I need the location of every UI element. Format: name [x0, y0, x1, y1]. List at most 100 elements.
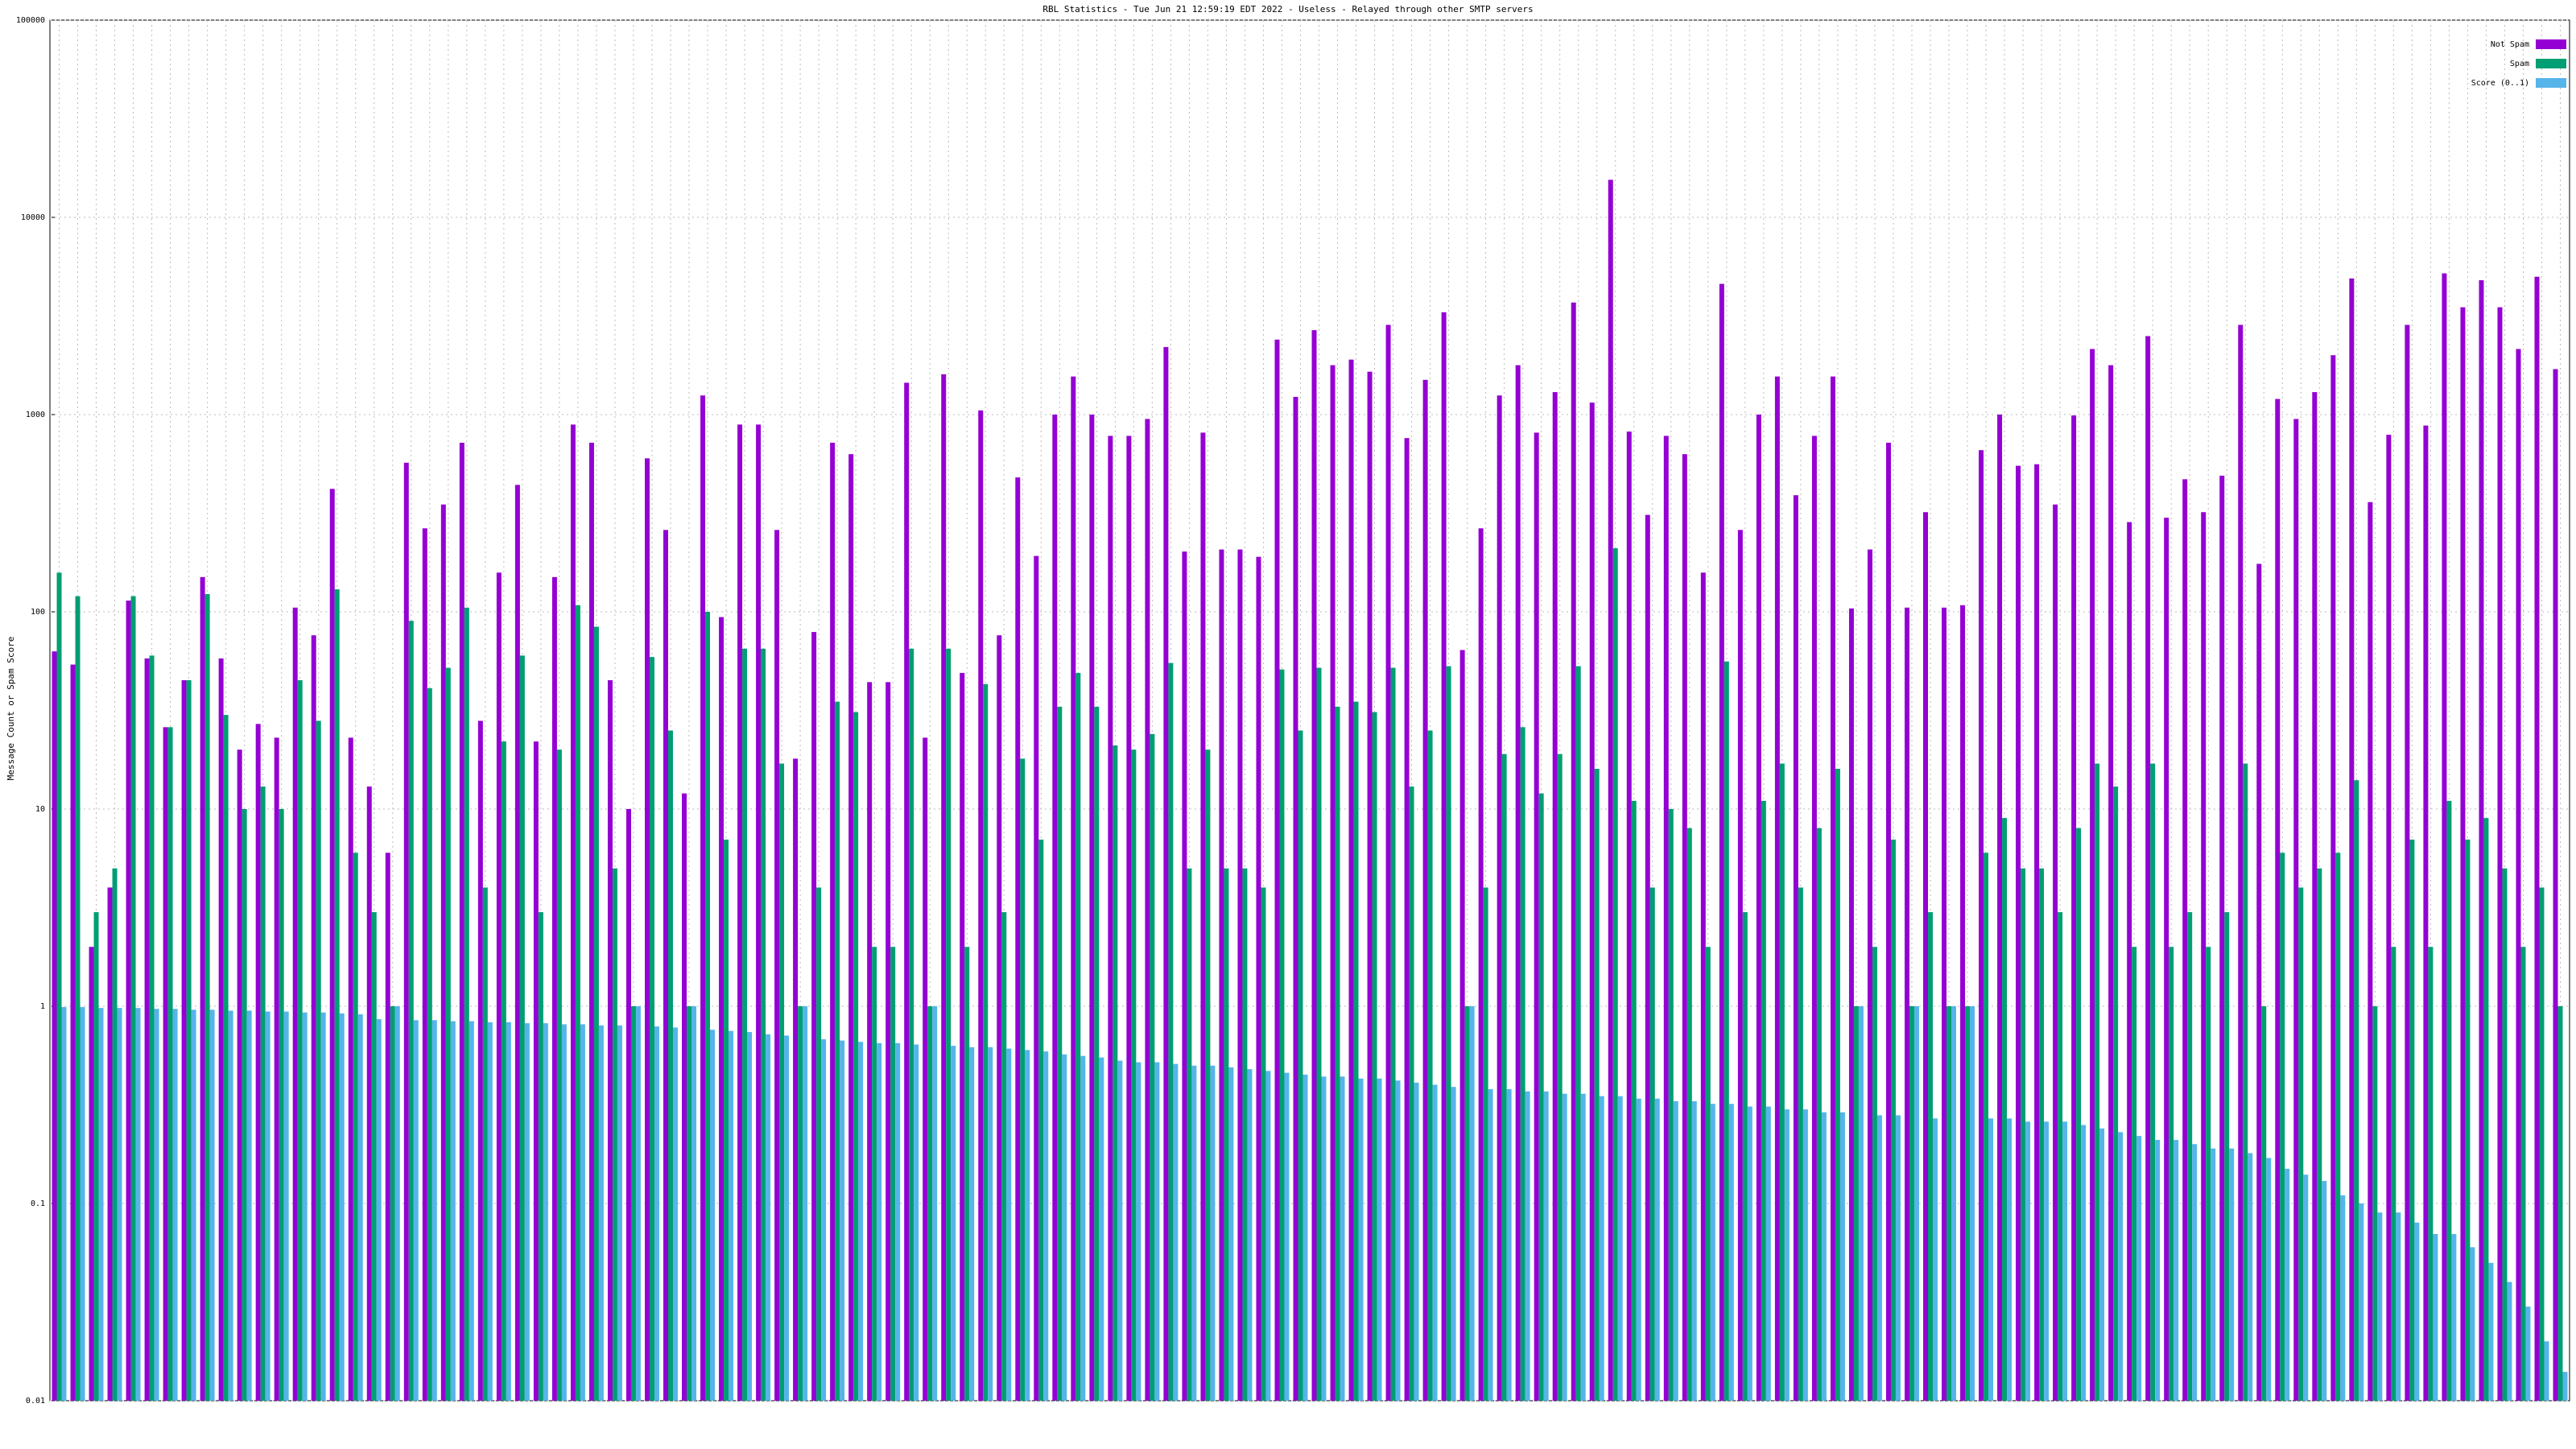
bar: [431, 1020, 437, 1401]
bar: [2256, 564, 2262, 1401]
bar: [1636, 1098, 1641, 1401]
bar: [440, 504, 446, 1401]
bar: [687, 1006, 691, 1401]
y-tick-label: 10: [35, 805, 45, 814]
bar: [858, 1042, 864, 1401]
bar: [1311, 330, 1317, 1402]
bar: [2460, 307, 2466, 1401]
bar: [1728, 1104, 1734, 1401]
bar: [1298, 730, 1303, 1401]
bar: [154, 1009, 159, 1401]
bar: [329, 489, 335, 1401]
bar: [654, 1026, 659, 1401]
bar: [1432, 1084, 1438, 1401]
bar: [1506, 1088, 1512, 1401]
plot-frame: [49, 19, 2570, 1402]
bar: [1191, 1065, 1197, 1401]
bar: [2349, 278, 2355, 1401]
bar: [1427, 730, 1433, 1401]
bar: [2372, 1006, 2378, 1401]
bar: [2145, 336, 2151, 1402]
bar: [1965, 1006, 1971, 1401]
bar: [477, 720, 483, 1401]
bar: [630, 1006, 636, 1401]
bar: [2182, 479, 2188, 1402]
bar: [969, 1046, 975, 1401]
bar: [2534, 276, 2540, 1402]
bar: [556, 749, 562, 1401]
bar: [747, 1032, 753, 1401]
bar: [2261, 1006, 2267, 1401]
bar: [729, 1030, 734, 1401]
bar: [1774, 376, 1780, 1402]
bar: [1459, 650, 1465, 1401]
bar: [1025, 1050, 1030, 1401]
bar: [997, 635, 1002, 1401]
bar: [2243, 763, 2248, 1401]
bar: [2155, 1140, 2161, 1401]
bar: [1113, 745, 1118, 1401]
bar: [960, 672, 965, 1401]
bar: [1599, 1096, 1604, 1401]
bar: [2058, 912, 2063, 1401]
bar: [1719, 283, 1724, 1402]
bar: [1928, 912, 1933, 1401]
bar: [1890, 839, 1896, 1401]
bar: [2451, 1233, 2457, 1401]
bar: [2317, 868, 2322, 1401]
bar: [1131, 749, 1137, 1401]
bar: [1821, 1112, 1827, 1401]
bar: [255, 724, 261, 1401]
bar: [1330, 365, 1335, 1401]
bar: [1006, 1048, 1012, 1401]
bar: [2557, 1006, 2563, 1401]
bar: [1501, 753, 1507, 1401]
bar: [2187, 912, 2193, 1401]
bar: [1747, 1106, 1752, 1401]
bar: [593, 626, 599, 1401]
bar: [2113, 786, 2119, 1401]
bar: [1062, 1054, 1067, 1401]
bar: [1951, 1006, 1956, 1401]
bar: [311, 635, 316, 1401]
bar: [1099, 1057, 1104, 1401]
bar: [1626, 431, 1632, 1401]
bar: [2127, 522, 2132, 1401]
bar: [464, 607, 469, 1401]
bar: [1057, 706, 1063, 1401]
bar: [1284, 1072, 1290, 1401]
bar: [1219, 549, 1224, 1401]
bar: [1080, 1055, 1086, 1401]
bar: [2428, 947, 2434, 1401]
bar: [1228, 1067, 1234, 1401]
bar: [1571, 302, 1576, 1402]
bar: [163, 727, 168, 1401]
bar: [2433, 1233, 2438, 1401]
bar: [390, 1006, 395, 1401]
bar: [2497, 307, 2503, 1401]
bar: [1182, 551, 1187, 1401]
bar: [117, 1008, 122, 1401]
bar: [1279, 669, 1285, 1401]
bar: [1265, 1071, 1271, 1401]
bar: [951, 1046, 956, 1401]
bar: [724, 839, 729, 1401]
bar: [890, 947, 896, 1401]
bar: [1534, 432, 1539, 1401]
bar: [112, 868, 118, 1401]
bar: [135, 1008, 141, 1401]
bar: [1210, 1065, 1216, 1401]
bar: [1848, 608, 1854, 1401]
bar: [1617, 1096, 1623, 1401]
bar: [514, 485, 520, 1402]
bar: [1409, 786, 1414, 1401]
bar: [1876, 1115, 1882, 1401]
bar: [2303, 1174, 2309, 1401]
bar: [672, 1027, 678, 1401]
bar: [1525, 1091, 1530, 1401]
bar: [1422, 379, 1428, 1401]
bar: [1150, 733, 1155, 1401]
bar: [1367, 371, 1373, 1401]
bar: [2219, 475, 2225, 1401]
